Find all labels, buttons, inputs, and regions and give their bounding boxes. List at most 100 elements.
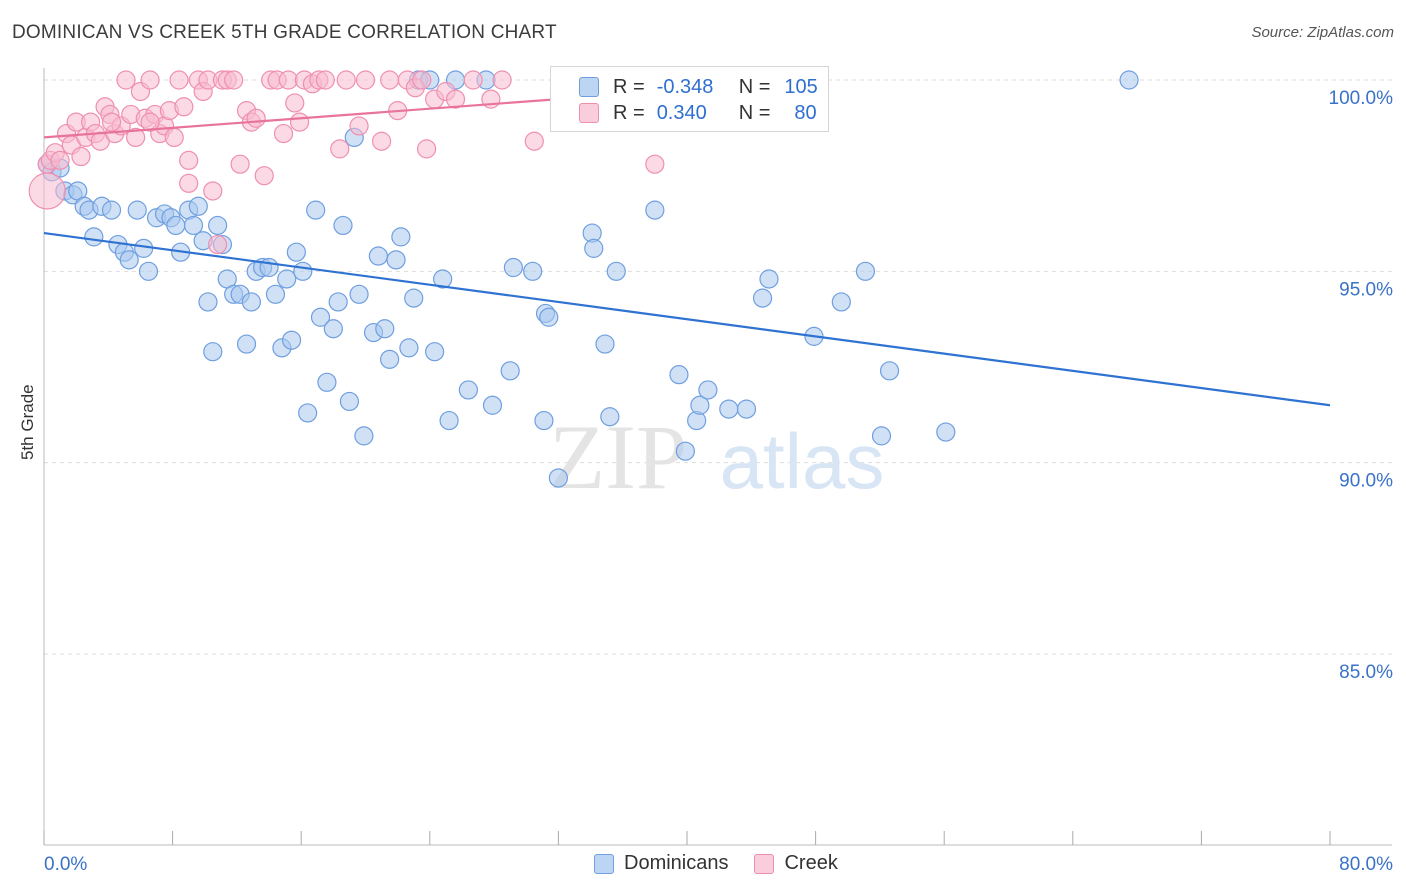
data-point-dominicans (349, 284, 369, 304)
data-point-dominicans (203, 342, 223, 362)
data-point-creek (289, 112, 310, 132)
data-point-dominicans (433, 269, 453, 289)
data-point-dominicans (936, 422, 956, 442)
r-value: 0.340 (656, 101, 707, 124)
data-point-dominicans (183, 215, 204, 236)
data-point-dominicans (323, 319, 343, 339)
data-point-creek (50, 150, 70, 170)
data-point-creek (140, 112, 160, 132)
data-point-creek (330, 139, 350, 159)
axes (43, 68, 1392, 846)
data-point-dominicans (119, 250, 139, 270)
legend-swatch-pink (754, 853, 775, 874)
data-point-dominicans (645, 200, 665, 220)
chart-title: DOMINICAN VS CREEK 5TH GRADE CORRELATION… (12, 22, 557, 43)
data-point-dominicans (241, 292, 261, 312)
data-point-dominicans (439, 410, 459, 431)
data-point-dominicans (138, 261, 159, 281)
data-point-dominicans (265, 284, 286, 304)
data-point-dominicans (188, 196, 208, 216)
data-point-dominicans (375, 319, 395, 339)
data-point-dominicans (539, 307, 559, 327)
y-tick-labels: 85.0% 90.0% 95.0% 100.0% (1329, 88, 1394, 683)
legend-row-dominicans: R = -0.348 N = 105 (579, 76, 818, 98)
data-point-dominicans (259, 257, 279, 278)
data-point-dominicans (719, 399, 739, 419)
data-point-creek (355, 70, 376, 90)
r-value: -0.348 (656, 75, 714, 98)
legend-swatch-pink (579, 103, 599, 123)
data-point-creek (164, 127, 184, 147)
data-point-creek (492, 70, 512, 90)
trend-line-dominicans (43, 231, 1331, 407)
r-label: R = (613, 101, 645, 124)
series-legend: Dominicans Creek (594, 852, 864, 875)
data-point-dominicans (380, 349, 400, 369)
data-point-dominicans (500, 361, 520, 381)
y-axis-label: 5th Grade (18, 384, 37, 460)
data-point-creek (169, 70, 189, 90)
data-point-creek (524, 131, 544, 151)
y-tick-label: 100.0% (1329, 88, 1394, 109)
data-point-dominicans (391, 227, 411, 247)
data-point-dominicans (595, 334, 615, 354)
data-point-creek (380, 70, 400, 90)
data-point-dominicans (354, 426, 374, 446)
data-point-creek (254, 166, 274, 186)
data-point-dominicans (127, 200, 147, 220)
data-point-dominicans (606, 261, 626, 281)
n-label: N = (738, 101, 771, 124)
data-point-dominicans (759, 269, 779, 289)
data-point-dominicans (534, 410, 554, 431)
data-point-dominicans (166, 215, 186, 236)
data-point-dominicans (600, 407, 620, 427)
data-point-creek (203, 181, 223, 201)
data-point-dominicans (84, 227, 104, 247)
data-point-creek (315, 70, 335, 90)
data-point-dominicans (310, 307, 331, 327)
data-point-dominicans (298, 403, 318, 423)
data-point-creek (349, 116, 369, 136)
data-point-dominicans (855, 261, 876, 281)
data-point-creek (208, 234, 228, 255)
data-point-dominicans (306, 200, 326, 220)
x-tick-label: 80.0% (1339, 854, 1393, 875)
data-point-dominicans (333, 215, 353, 236)
y-tick-label: 90.0% (1339, 471, 1393, 492)
n-label: N = (738, 75, 771, 98)
data-point-dominicans (698, 380, 718, 400)
n-value: 80 (794, 101, 817, 124)
data-point-creek (371, 131, 392, 151)
data-point-dominicans (482, 395, 503, 415)
data-point-dominicans (339, 391, 360, 412)
data-point-dominicans (404, 288, 424, 308)
data-point-creek (140, 70, 160, 90)
data-point-dominicans (752, 288, 773, 308)
data-point-dominicans (386, 250, 406, 270)
legend-label-creek: Creek (784, 852, 838, 874)
data-point-dominicans (293, 261, 313, 281)
data-point-dominicans (458, 380, 478, 400)
data-point-creek (224, 70, 244, 90)
data-point-dominicans (1119, 70, 1139, 90)
data-point-creek (230, 154, 250, 174)
x-tick-label: 0.0% (44, 854, 87, 875)
data-point-creek (416, 139, 437, 159)
data-point-creek (174, 97, 194, 117)
data-point-dominicans (503, 257, 523, 278)
data-point-dominicans (399, 338, 419, 358)
watermark-atlas: atlas (720, 417, 885, 505)
data-point-dominicans (281, 330, 302, 350)
stats-legend: R = -0.348 N = 105 R = 0.340 N = 80 (550, 66, 829, 132)
data-point-dominicans (548, 468, 569, 488)
data-point-creek (645, 154, 665, 174)
data-point-creek-large (28, 172, 66, 210)
data-point-creek (116, 70, 136, 90)
x-tick-labels: 0.0% 80.0% (44, 854, 1393, 875)
data-point-creek (126, 127, 146, 147)
data-point-dominicans (523, 261, 543, 281)
legend-swatch-blue (579, 77, 599, 97)
data-point-dominicans (198, 292, 218, 312)
data-point-creek (336, 70, 356, 90)
